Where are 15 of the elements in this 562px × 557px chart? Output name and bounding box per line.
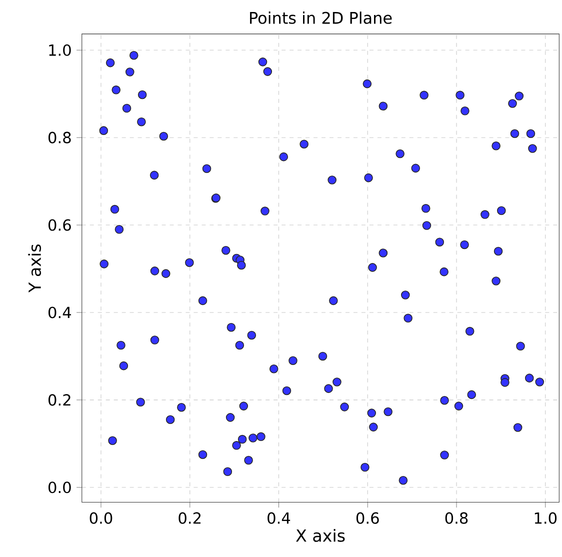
x-tick-label: 0.6 (356, 512, 379, 524)
y-tick-label: 1.0 (49, 44, 71, 56)
y-tick-label: 0.2 (48, 394, 70, 406)
x-tick-label: 0.0 (90, 512, 112, 524)
y-tick-label: 0.8 (48, 132, 71, 144)
y-axis-title: Y axis (28, 244, 42, 292)
y-tick-label: 0.6 (48, 219, 71, 231)
x-tick-label: 1.0 (534, 512, 557, 524)
y-tick-label: 0.0 (48, 482, 71, 494)
x-tick-label: 0.2 (178, 512, 201, 524)
y-tick-label: 0.4 (48, 306, 71, 318)
x-tick-label: 0.8 (445, 512, 468, 524)
chart-title: Points in 2D Plane (250, 11, 392, 24)
x-axis-title: X axis (296, 528, 345, 542)
x-tick-label: 0.4 (268, 512, 290, 524)
